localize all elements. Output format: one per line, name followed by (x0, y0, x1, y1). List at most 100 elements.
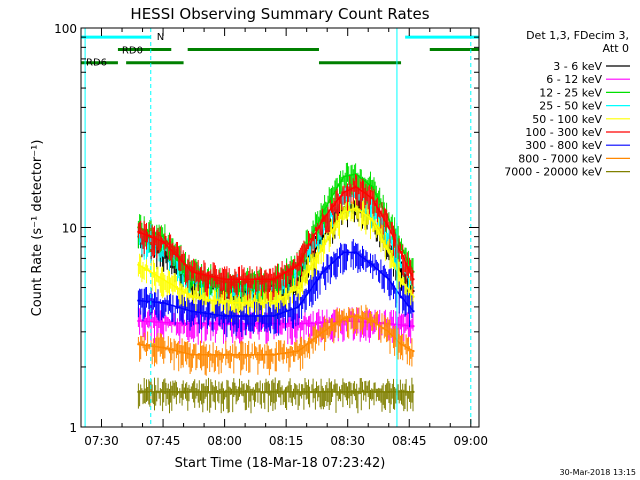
series-6-point (412, 278, 415, 281)
series-7 (137, 239, 415, 338)
series-8-point (321, 330, 325, 333)
series-7-point (297, 305, 300, 309)
series-6-point (354, 185, 358, 188)
series-8-point (161, 346, 165, 349)
series-9-point (412, 390, 415, 394)
series-7-point (190, 310, 193, 313)
x-tick-label: 08:00 (207, 434, 242, 448)
series-9-point (305, 390, 308, 394)
legend-label: 50 - 100 keV (532, 113, 602, 126)
series-5-point (161, 278, 165, 281)
legend-label: 7000 - 20000 keV (504, 166, 602, 179)
series-8-point (223, 353, 226, 356)
series-9 (137, 377, 415, 414)
series-7-point (354, 251, 358, 254)
x-tick-label: 08:15 (269, 434, 304, 448)
series-8-point (387, 330, 390, 333)
band-n-label: N (157, 32, 164, 43)
x-axis-label: Start Time (18-Mar-18 07:23:42) (175, 456, 386, 471)
series-5-point (412, 295, 415, 298)
series-8-point (371, 319, 374, 323)
y-tick-label: 100 (54, 22, 77, 36)
series-8-point (190, 353, 193, 356)
series-2-point (137, 319, 140, 323)
series-6-point (161, 240, 165, 243)
series-6-point (272, 278, 275, 281)
series-6-point (399, 251, 403, 254)
series-9-point (346, 390, 349, 394)
series-5-point (387, 251, 390, 254)
x-tick-label: 07:30 (84, 434, 119, 448)
band-rd6-label: RD6 (86, 58, 107, 69)
series-9-point (264, 390, 267, 394)
series-5-point (342, 210, 345, 213)
series-5-point (321, 245, 325, 248)
legend-label: 300 - 800 keV (525, 139, 602, 152)
series-9-point (387, 390, 390, 394)
series-5-point (354, 207, 358, 210)
series-6-point (321, 218, 325, 221)
band-rd0-label: RD0 (122, 46, 143, 57)
legend-label: 25 - 50 keV (539, 100, 602, 113)
x-tick-label: 07:45 (146, 434, 181, 448)
series-9-point (182, 390, 185, 394)
series-9-point (223, 390, 226, 394)
legend-label: 100 - 300 keV (525, 126, 602, 139)
series-8-point (137, 343, 140, 346)
chart-title: HESSI Observing Summary Count Rates (130, 5, 429, 23)
series-6-point (223, 278, 226, 281)
series-4-point (399, 263, 403, 266)
x-tick-label: 08:45 (392, 434, 427, 448)
series-6-point (371, 197, 374, 200)
series-7-point (161, 301, 165, 304)
series-3-point (161, 235, 165, 238)
y-tick-label: 10 (62, 222, 77, 236)
series-6-point (137, 230, 140, 234)
series-6 (137, 174, 415, 301)
series-8-point (412, 349, 415, 353)
series-7-point (342, 251, 345, 254)
series-2-point (305, 322, 308, 325)
series-8-point (297, 349, 300, 353)
series-5-point (297, 286, 300, 289)
series-8-point (399, 343, 403, 346)
series-6-point (190, 270, 193, 273)
series-2-point (412, 325, 415, 328)
series-8-point (272, 353, 275, 356)
series-3-point (342, 175, 345, 178)
x-tick-label: 08:30 (330, 434, 365, 448)
legend-label: 12 - 25 keV (539, 86, 602, 99)
series-7-trace (137, 239, 414, 338)
series-7-point (272, 314, 275, 318)
series-8-point (342, 317, 345, 320)
series-1-point (321, 235, 325, 238)
legend-label: 6 - 12 keV (546, 73, 602, 86)
series-6-point (387, 226, 390, 229)
series-5-point (399, 278, 403, 281)
legend-label: 3 - 6 keV (553, 60, 602, 73)
legend-label: 800 - 7000 keV (518, 152, 602, 165)
y-tick-label: 1 (69, 421, 77, 435)
series-7-point (321, 270, 325, 273)
series-7-point (223, 314, 226, 318)
series-8 (137, 304, 415, 376)
series-5-point (371, 218, 374, 221)
series-6-point (342, 191, 345, 194)
series-5 (137, 196, 415, 324)
y-axis-label: Count Rate (s⁻¹ detector⁻¹) (30, 140, 45, 317)
series-5-point (272, 301, 275, 304)
legend-header: Det 1,3, FDecim 3, (526, 29, 629, 42)
series-7-point (371, 263, 374, 266)
x-tick-label: 09:00 (453, 434, 488, 448)
series-4-point (387, 235, 390, 238)
series-7-point (399, 295, 403, 298)
legend-header: Att 0 (603, 42, 629, 55)
series-5-point (223, 301, 226, 304)
series-5-point (137, 263, 140, 266)
series-8-point (354, 314, 358, 318)
timestamp: 30-Mar-2018 13:15 (560, 468, 637, 477)
series-5-point (190, 295, 193, 298)
series-7-point (137, 299, 140, 302)
